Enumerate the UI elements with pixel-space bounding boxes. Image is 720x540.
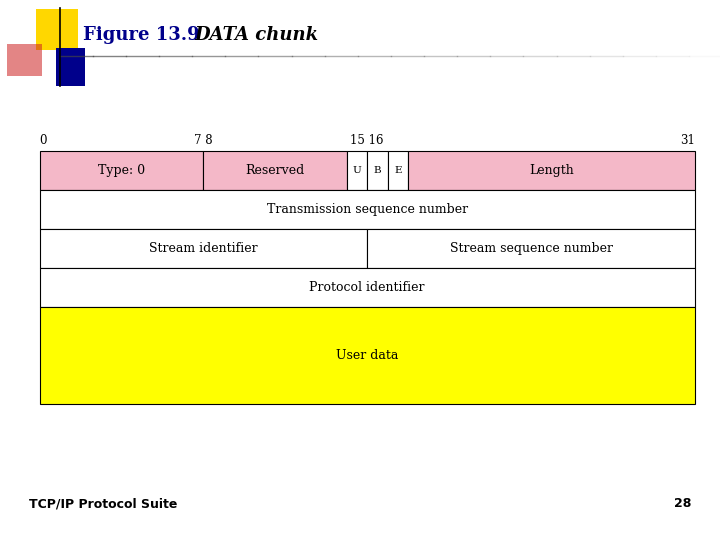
- Text: 0: 0: [40, 134, 47, 147]
- Text: 7 8: 7 8: [194, 134, 212, 147]
- Text: 15 16: 15 16: [351, 134, 384, 147]
- Text: Reserved: Reserved: [246, 164, 305, 177]
- Text: DATA chunk: DATA chunk: [194, 26, 318, 44]
- Text: TCP/IP Protocol Suite: TCP/IP Protocol Suite: [29, 497, 177, 510]
- Text: Type: 0: Type: 0: [98, 164, 145, 177]
- Text: Stream identifier: Stream identifier: [149, 242, 258, 255]
- Text: Length: Length: [529, 164, 574, 177]
- Text: Protocol identifier: Protocol identifier: [310, 281, 425, 294]
- Text: U: U: [353, 166, 361, 175]
- Text: 31: 31: [680, 134, 695, 147]
- Text: 28: 28: [674, 497, 691, 510]
- Text: Stream sequence number: Stream sequence number: [449, 242, 613, 255]
- Text: User data: User data: [336, 349, 398, 362]
- Text: B: B: [374, 166, 382, 175]
- Text: Transmission sequence number: Transmission sequence number: [266, 203, 468, 216]
- Text: E: E: [394, 166, 402, 175]
- Text: Figure 13.9: Figure 13.9: [83, 26, 199, 44]
